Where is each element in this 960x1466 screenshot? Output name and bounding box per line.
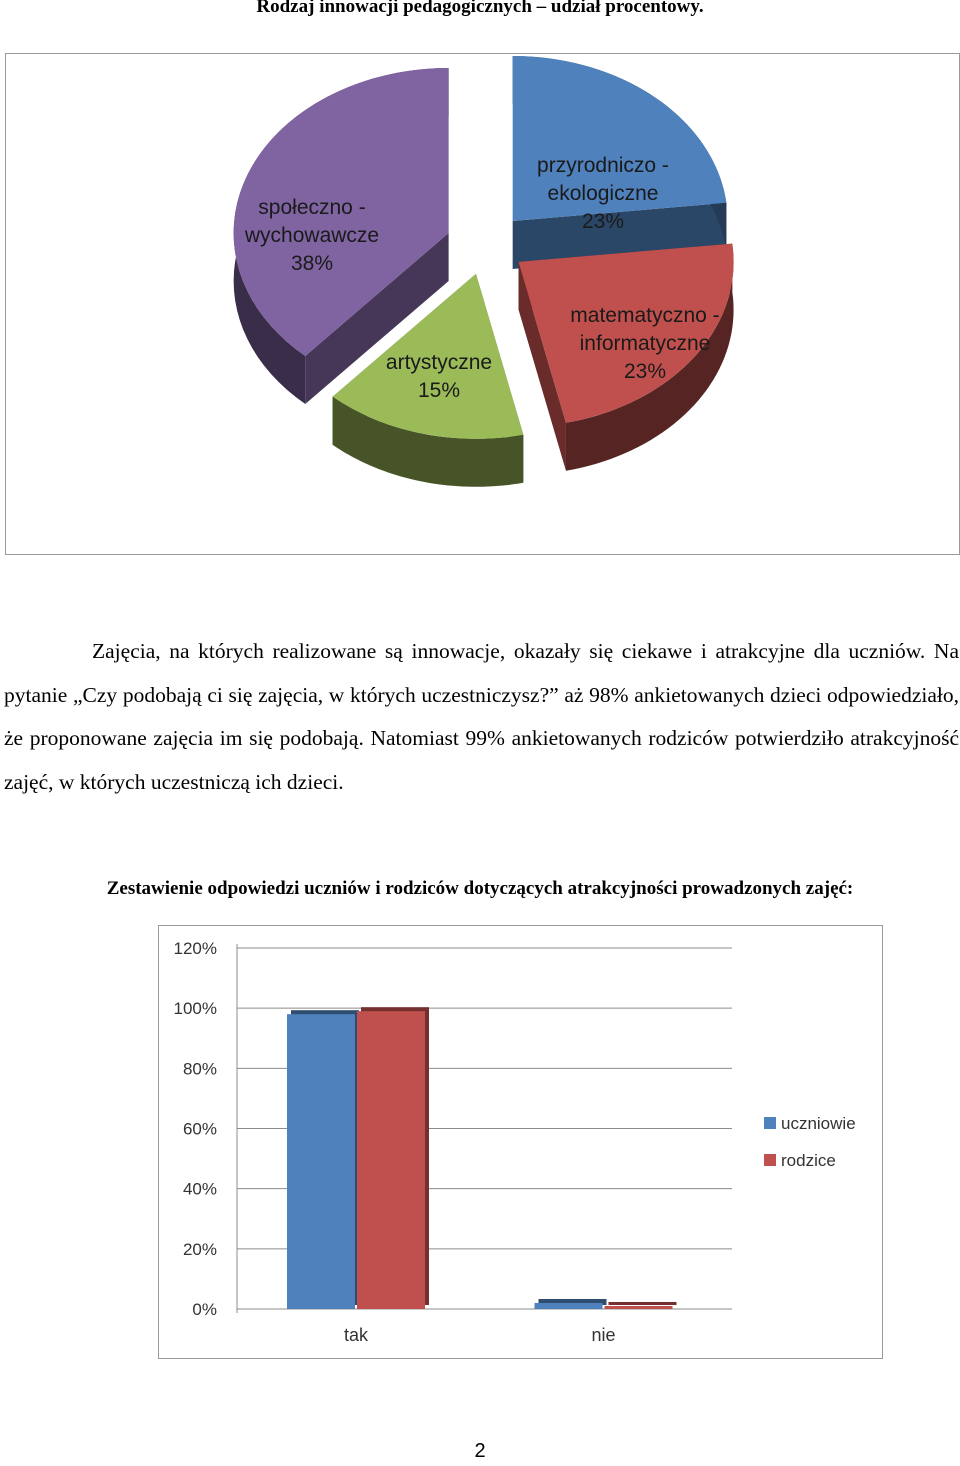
pie-slice <box>512 56 727 270</box>
y-tick-label: 40% <box>183 1180 217 1199</box>
y-tick-label: 60% <box>183 1120 217 1139</box>
pie-slice-wall <box>565 243 734 471</box>
pie-chart-heading: Rodzaj innowacji pedagogicznych – udział… <box>256 0 704 17</box>
bar-rodzice-tak <box>357 1011 425 1309</box>
page-number: 2 <box>474 1440 486 1462</box>
pie-chart: przyrodniczo -ekologiczne 23% matematyczno… <box>5 53 960 555</box>
x-category-label: tak <box>344 1325 369 1345</box>
y-tick-label: 100% <box>174 999 217 1018</box>
pie-chart-svg: przyrodniczo -ekologiczne 23% matematyczno… <box>233 56 734 487</box>
pie-slice-label: przyrodniczo -ekologiczne 23% <box>537 154 669 233</box>
pie-slice-top <box>518 243 734 423</box>
pie-slice-label: społeczno -wychowawcze 38% <box>244 196 379 275</box>
legend-label: uczniowie <box>781 1114 856 1133</box>
bar-depth <box>538 1298 607 1305</box>
pie-slice-side <box>518 261 566 471</box>
legend-swatch <box>764 1117 776 1129</box>
bar-depth <box>608 1301 677 1305</box>
paragraph-text: Zajęcia, na których realizowane są innow… <box>4 639 959 794</box>
pie-slice-top <box>332 273 524 439</box>
pie-slice-side <box>305 233 449 404</box>
pie-slice-label: artystyczne 15% <box>386 351 492 402</box>
bar-chart: 0% 20% 40% 60% 80% 100% 120% tak nie uczniowie rod… <box>158 925 883 1359</box>
y-tick-label: 20% <box>183 1240 217 1259</box>
y-tick-label: 120% <box>174 939 217 958</box>
legend-label: rodzice <box>781 1151 836 1170</box>
legend-swatch <box>764 1154 776 1166</box>
pie-slice <box>233 68 449 404</box>
y-tick-label: 0% <box>192 1300 217 1319</box>
pie-slice <box>518 243 734 471</box>
bar-uczniowie-nie <box>534 1302 603 1309</box>
pie-slice-label: matematyczno -informatyczne 23% <box>570 304 719 383</box>
bar-uczniowie-tak <box>287 1014 355 1309</box>
pie-slice-top <box>233 68 449 356</box>
x-category-label: nie <box>591 1325 615 1345</box>
y-tick-label: 80% <box>183 1059 217 1078</box>
pie-slice-top <box>512 56 727 222</box>
bar-chart-heading: Zestawienie odpowiedzi uczniów i rodzicó… <box>106 878 854 899</box>
pie-slice <box>332 273 524 487</box>
pie-slice-wall <box>332 396 524 487</box>
bar-chart-svg: 0% 20% 40% 60% 80% 100% 120% tak nie uczniowie rod… <box>174 939 856 1345</box>
bar-rodzice-nie <box>604 1305 673 1309</box>
body-paragraph: Zajęcia, na których realizowane są innow… <box>4 630 959 804</box>
